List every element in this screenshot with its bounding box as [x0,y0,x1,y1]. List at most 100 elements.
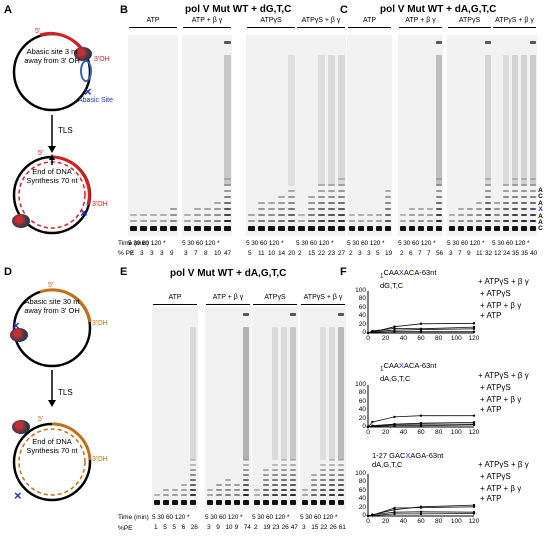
extension-band [223,190,231,192]
x-tick-label: 80 [435,335,443,342]
data-point [419,424,423,427]
extension-band [529,190,536,192]
extension-band [399,214,406,216]
condition-label-b-3: ATPγS + β γ [301,17,341,24]
pe-value-c-3-0: 12 [494,250,502,257]
data-point [371,514,374,517]
pe-value-c-2-1: 7 [458,250,462,257]
extension-band [213,208,221,210]
extension-band [426,220,433,222]
panel-title-c: pol V Mut WT + dA,G,T,C [380,4,497,15]
extension-band [529,220,536,222]
pe-value-c-1-1: 6 [409,250,413,257]
primer-band [171,500,179,505]
primer-band [257,226,265,231]
primer-band [348,226,355,231]
primer-band [234,500,241,505]
extension-band [327,184,335,186]
condition-line-c-1 [399,27,442,28]
extension-band [290,474,297,476]
primer-band [203,226,211,231]
condition-label-c-1: ATP + β γ [405,17,436,24]
x-tick-label: 100 [450,335,462,342]
data-point [419,328,423,331]
extension-band [206,489,213,491]
extension-band [253,494,260,496]
pe-value-b-2-3: 14 [278,250,286,257]
pe-value-c-1-4: 56 [436,250,444,257]
panel-letter-a: A [4,4,12,16]
extension-band [435,196,442,198]
primer-band [262,500,269,505]
five-prime-label-d2: 5' [38,416,44,423]
extension-band [511,196,518,198]
data-point [472,327,476,330]
pe-value-b-0-1: 3 [140,250,144,257]
pe-value-b-0-4: 9 [170,250,174,257]
extension-band [181,489,188,491]
data-point [419,505,423,508]
legend-item-3: + ATP + β γ [480,301,522,310]
extension-band [457,208,464,210]
extension-band [435,190,442,192]
extension-band [502,184,509,186]
extension-band [511,190,518,192]
extension-band [493,208,500,210]
five-prime-label-d: 5' [48,282,54,289]
data-point [472,421,476,424]
product-smear [338,327,345,460]
extension-band [271,489,279,491]
pe-value-e-1-1: 9 [216,524,220,531]
product-smear [317,55,325,186]
extension-band [190,489,197,491]
extension-band [139,214,147,216]
extension-band [417,214,424,216]
x-tick-label: 20 [382,429,390,436]
pe-value-e-1-3: 9 [234,524,239,531]
y-tick-label: 0 [362,329,366,336]
extension-band [520,202,527,204]
pe-value-c-3-1: 24 [503,250,511,257]
primer-band [408,226,415,231]
data-point [393,424,396,427]
data-point [419,330,423,333]
primer-band [317,226,325,231]
data-point [371,513,374,517]
full-length-band [243,313,250,316]
primer-band [329,500,336,505]
product-smear [287,55,295,186]
data-point [366,514,370,518]
extension-band [234,489,241,491]
legend-item-1: + ATPγS + β γ [478,460,529,469]
pe-value-c-2-2: 9 [467,250,471,257]
pe-value-e-3-2: 22 [320,524,328,531]
extension-band [281,459,288,461]
extension-band [183,214,191,216]
extension-band [448,220,455,222]
extension-band [327,202,335,204]
extension-band [171,494,179,496]
primer-band [435,226,442,231]
pe-value-c-3-2: 35 [512,250,520,257]
data-point [393,423,396,426]
product-smear [329,327,336,460]
extension-band [337,190,345,192]
extension-band [317,196,325,198]
extension-band [493,214,500,216]
extension-band [435,178,442,180]
legend-item-2: + ATPγS [480,472,511,481]
product-smear [223,55,231,186]
extension-band [277,208,285,210]
extension-band [247,220,255,222]
extension-band [511,178,518,180]
gel-slab-e-3 [300,307,346,510]
primer-band [475,226,482,231]
series-line-3 [367,328,475,334]
extension-band [149,220,157,222]
primer-band [281,500,288,505]
data-point [419,422,423,426]
pe-value-e-2-4: 47 [290,524,298,531]
extension-band [338,474,345,476]
extension-band [190,474,197,476]
extension-band [426,214,433,216]
